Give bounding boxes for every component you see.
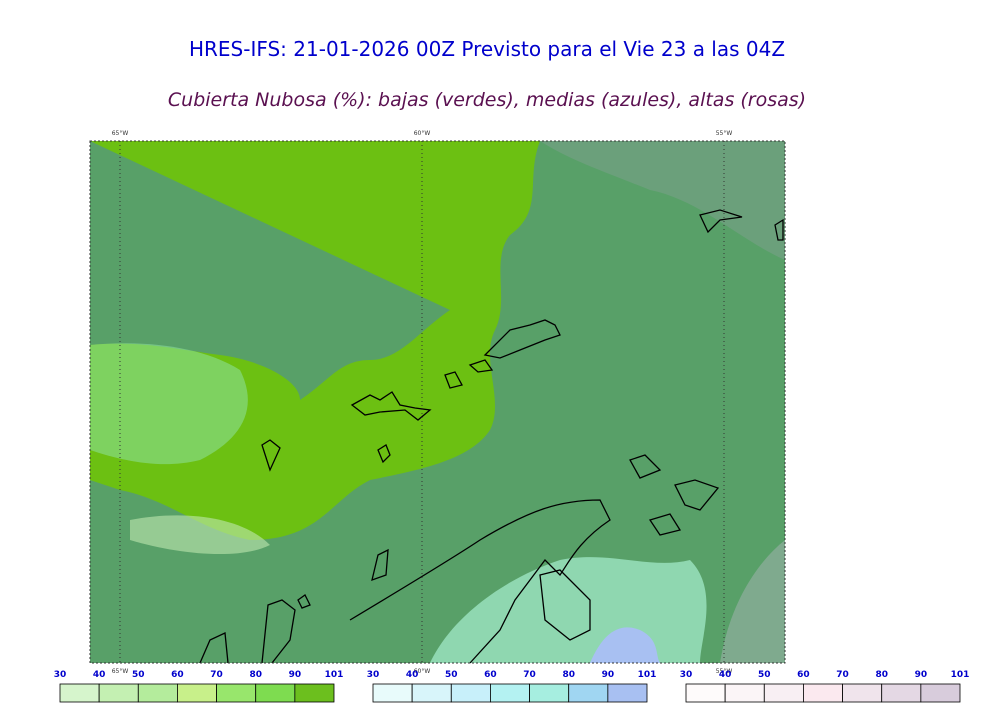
mid-cloud-area [90,343,248,465]
colorbar-label: 40 [719,670,732,680]
colorbar-label: 70 [836,670,849,680]
colorbar-label: 80 [249,670,262,680]
colorbar-label: 80 [562,670,575,680]
colorbar-label: 80 [875,670,888,680]
lon-label: 65°W [112,668,129,675]
colorbar-label: 40 [93,670,106,680]
colorbar-label: 30 [680,670,693,680]
colorbar-box [920,683,961,703]
lon-label: 60°W [414,668,431,675]
colorbar-box [568,683,609,703]
lon-label: 55°W [716,668,733,675]
colorbar-box [177,683,217,703]
mid-cloud-area [130,515,270,555]
colorbar-box [842,683,883,703]
colorbar-box [98,683,139,703]
map: 65°W 60°W 55°W 65°W 60°W 55°W [89,130,786,675]
colorbar-box [59,683,100,703]
colorbars: 30 40 50 60 70 80 90 101 30 40 50 60 70 80 90 101 30 40 50… [54,670,970,703]
subtitle: Cubierta Nubosa (%): bajas (verdes), med… [168,89,806,111]
colorbar-label: 90 [602,670,615,680]
colorbar-box [294,683,335,703]
colorbar-box [607,683,648,703]
colorbar-label: 90 [915,670,928,680]
colorbar-box [137,683,178,703]
colorbar-box [803,683,843,703]
colorbar-label: 101 [638,670,657,680]
colorbar-label: 70 [210,670,223,680]
colorbar-box [724,683,765,703]
colorbar-label: 50 [758,670,771,680]
colorbar-box [529,683,570,703]
meridians [119,141,725,663]
colorbar-box [372,683,413,703]
colorbar-box [490,683,530,703]
colorbar-box [216,683,257,703]
colorbar-label: 70 [523,670,536,680]
colorbar-label: 101 [951,670,970,680]
colorbar-box [411,683,452,703]
colorbar-label: 30 [367,670,380,680]
colorbar-box [763,683,804,703]
lon-label: 55°W [716,130,733,137]
lon-label: 60°W [414,130,431,137]
colorbar-label: 101 [325,670,344,680]
colorbar-label: 90 [289,670,302,680]
map-frame [89,140,786,664]
colorbar-box [450,683,491,703]
colorbar-label: 60 [797,670,810,680]
high-cloud-area [720,540,785,663]
colorbar-label: 50 [445,670,458,680]
colorbar-box [255,683,296,703]
colorbar-label: 60 [171,670,184,680]
mid-cloud-area [590,627,660,663]
colorbar-box [881,683,922,703]
colorbar-box [685,683,726,703]
colorbar-label: 40 [406,670,419,680]
high-cloud-area [540,141,785,260]
colorbar-label: 30 [54,670,67,680]
lon-label: 65°W [112,130,129,137]
colorbar-label: 60 [484,670,497,680]
title: HRES-IFS: 21-01-2026 00Z Previsto para e… [189,37,785,61]
colorbar-label: 50 [132,670,145,680]
